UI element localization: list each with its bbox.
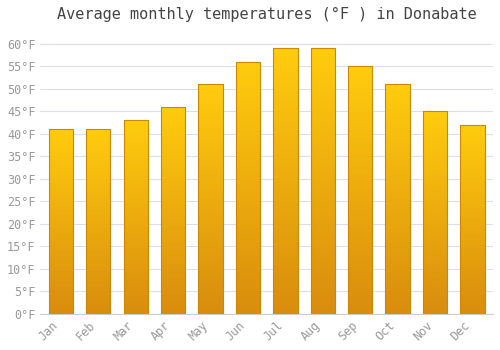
Title: Average monthly temperatures (°F ) in Donabate: Average monthly temperatures (°F ) in Do… [57,7,476,22]
